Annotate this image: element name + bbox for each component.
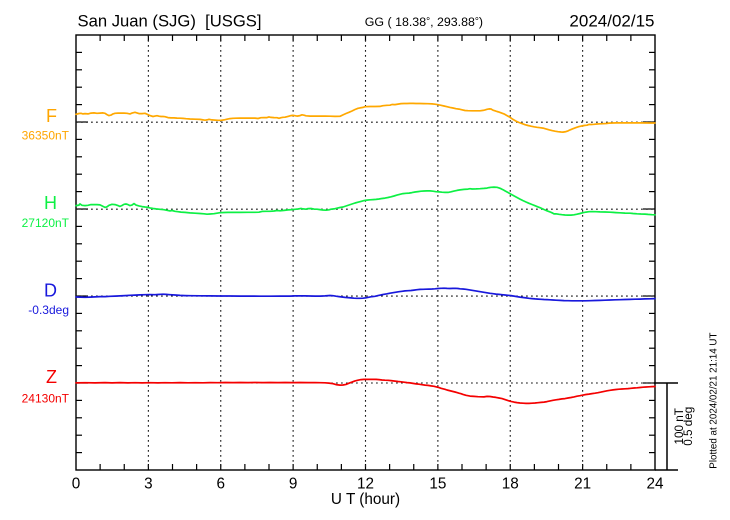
svg-text:24: 24: [646, 475, 664, 492]
svg-text:Plotted at 2024/02/21 21:14 UT: Plotted at 2024/02/21 21:14 UT: [708, 333, 719, 469]
svg-text:GG ( 18.38°, 293.88°): GG ( 18.38°, 293.88°): [365, 15, 483, 29]
svg-text:36350nT: 36350nT: [22, 129, 70, 143]
svg-text:15: 15: [429, 475, 446, 492]
svg-text:12: 12: [357, 475, 374, 492]
svg-text:-0.3deg: -0.3deg: [28, 303, 69, 317]
svg-text:F: F: [46, 106, 57, 126]
svg-text:2024/02/15: 2024/02/15: [569, 11, 654, 30]
svg-text:3: 3: [144, 475, 153, 492]
svg-text:San Juan (SJG) [USGS]: San Juan (SJG) [USGS]: [78, 11, 262, 30]
svg-text:0: 0: [72, 475, 81, 492]
svg-text:H: H: [44, 193, 57, 213]
svg-text:9: 9: [289, 475, 298, 492]
svg-text:6: 6: [216, 475, 225, 492]
svg-text:24130nT: 24130nT: [22, 391, 70, 405]
svg-text:100 nT: 100 nT: [673, 408, 686, 444]
svg-text:21: 21: [574, 475, 591, 492]
svg-text:Z: Z: [46, 367, 57, 387]
svg-text:18: 18: [502, 475, 519, 492]
svg-text:U T (hour): U T (hour): [331, 491, 400, 508]
svg-text:27120nT: 27120nT: [22, 216, 70, 230]
svg-text:0.5 deg: 0.5 deg: [682, 407, 695, 446]
svg-text:D: D: [44, 280, 57, 300]
